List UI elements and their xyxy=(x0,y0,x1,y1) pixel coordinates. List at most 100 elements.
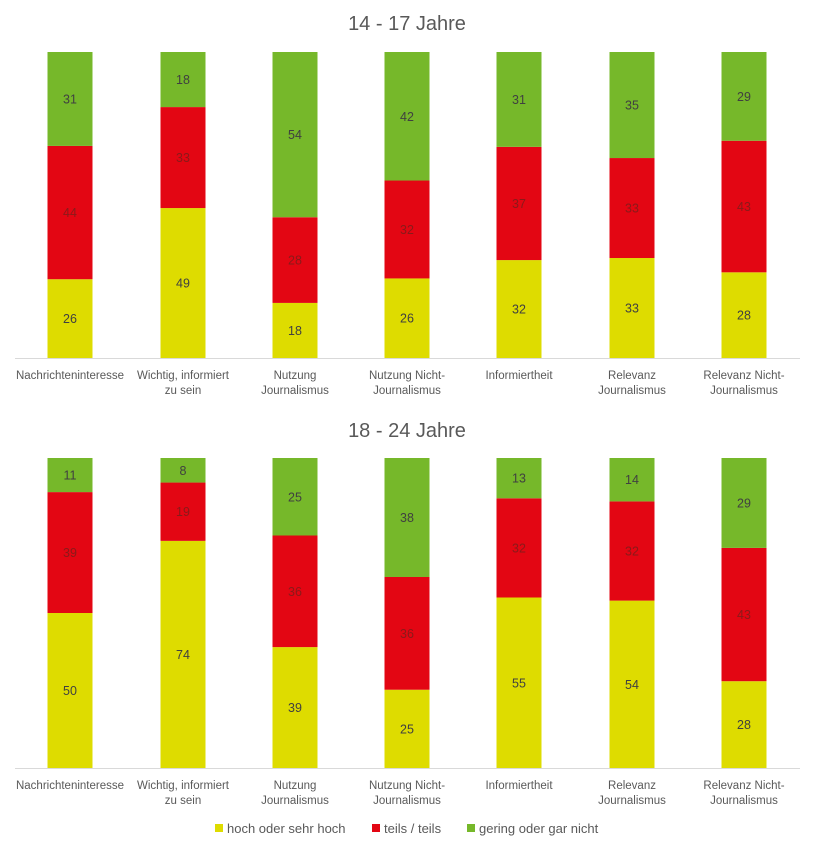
bar-segment-partly xyxy=(384,180,430,279)
bar-segment-partly xyxy=(496,498,542,598)
data-label: 11 xyxy=(64,469,77,483)
x-tick-label: Journalismus xyxy=(710,795,778,807)
x-tick-label: Journalismus xyxy=(598,795,666,807)
x-tick-label: Nutzung Nicht- xyxy=(369,780,445,792)
bar-segment-high xyxy=(47,613,93,768)
data-label: 28 xyxy=(737,309,751,323)
bar-segment-high xyxy=(384,278,430,358)
bar-segment-low xyxy=(160,458,206,483)
data-label: 32 xyxy=(512,303,526,317)
legend-swatch xyxy=(372,824,380,832)
legend-label: gering oder gar nicht xyxy=(479,821,599,836)
data-label: 28 xyxy=(288,254,302,268)
data-label: 13 xyxy=(512,472,526,486)
bar-segment-high xyxy=(496,597,542,768)
bar-segment-low xyxy=(47,458,93,493)
bar-segment-partly xyxy=(47,145,93,280)
data-label: 26 xyxy=(400,312,414,326)
x-tick-label: Nutzung Nicht- xyxy=(369,370,445,382)
bar-segment-low xyxy=(496,52,542,147)
data-label: 14 xyxy=(625,473,639,487)
data-label: 33 xyxy=(176,151,190,165)
data-label: 39 xyxy=(63,546,77,560)
data-label: 38 xyxy=(400,511,414,525)
x-tick-label: Relevanz Nicht- xyxy=(703,780,784,792)
bar-segment-high xyxy=(496,260,542,358)
data-label: 25 xyxy=(400,722,414,736)
bar-segment-low xyxy=(721,52,767,141)
x-tick-label: Journalismus xyxy=(710,385,778,397)
bar-segment-low xyxy=(384,52,430,181)
bar-segment-high xyxy=(160,540,206,768)
data-label: 39 xyxy=(288,701,302,715)
legend-swatch xyxy=(467,824,475,832)
data-label: 31 xyxy=(512,93,526,107)
x-tick-label: Nachrichteninteresse xyxy=(16,370,124,382)
data-label: 49 xyxy=(176,277,190,291)
bar-segment-high xyxy=(721,681,767,768)
bar-segment-low xyxy=(384,458,430,577)
x-tick-label: Journalismus xyxy=(373,385,441,397)
data-label: 43 xyxy=(737,200,751,214)
data-label: 33 xyxy=(625,202,639,216)
x-tick-label: Journalismus xyxy=(598,385,666,397)
bar-segment-partly xyxy=(496,146,542,261)
bar-segment-low xyxy=(496,458,542,499)
bar-segment-high xyxy=(160,208,206,358)
bar-segment-high xyxy=(272,647,318,768)
bar-segment-low xyxy=(160,52,206,108)
data-label: 55 xyxy=(512,676,526,690)
data-label: 26 xyxy=(63,312,77,326)
data-label: 25 xyxy=(288,490,302,504)
data-label: 74 xyxy=(176,648,190,662)
bar-segment-partly xyxy=(609,501,655,601)
x-tick-label: Relevanz Nicht- xyxy=(703,370,784,382)
data-label: 42 xyxy=(400,110,414,124)
x-tick-label: Nachrichteninteresse xyxy=(16,780,124,792)
x-tick-label: Journalismus xyxy=(261,385,329,397)
chart-title: 14 - 17 Jahre xyxy=(348,13,466,35)
legend-swatch xyxy=(215,824,223,832)
data-label: 18 xyxy=(176,73,190,87)
bar-segment-partly xyxy=(47,492,93,613)
data-label: 43 xyxy=(737,608,751,622)
data-label: 36 xyxy=(400,627,414,641)
data-label: 32 xyxy=(625,545,639,559)
bar-segment-partly xyxy=(272,535,318,648)
bar-segment-partly xyxy=(721,547,767,682)
x-tick-label: Journalismus xyxy=(261,795,329,807)
bar-segment-low xyxy=(609,458,655,502)
chart-panel-18-24: 18 - 24 Jahre 50 39 11 Nachrichteninteresse… xyxy=(15,420,800,807)
legend-label: hoch oder sehr hoch xyxy=(227,821,346,836)
chart-panel-14-17: 14 - 17 Jahre 26 44 31 Nachrichteninteresse… xyxy=(15,13,800,397)
data-label: 33 xyxy=(625,302,639,316)
data-label: 29 xyxy=(737,496,751,510)
data-label: 36 xyxy=(288,585,302,599)
bar-segment-high xyxy=(721,272,767,358)
bar-segment-partly xyxy=(160,107,206,209)
data-label: 8 xyxy=(180,464,187,478)
bar-segment-partly xyxy=(160,482,206,541)
chart-title: 18 - 24 Jahre xyxy=(348,420,466,442)
x-tick-label: Nutzung xyxy=(274,370,317,382)
bar-segment-partly xyxy=(384,576,430,690)
data-label: 18 xyxy=(288,324,302,338)
bar-segment-high xyxy=(272,302,318,358)
x-tick-label: Wichtig, informiert xyxy=(137,370,230,382)
data-label: 50 xyxy=(63,684,77,698)
bar-segment-low xyxy=(47,52,93,146)
bar-segment-partly xyxy=(609,158,655,259)
x-tick-label: zu sein xyxy=(165,385,201,397)
data-label: 44 xyxy=(63,206,77,220)
x-tick-label: Informiertheit xyxy=(485,370,553,382)
x-tick-label: Informiertheit xyxy=(485,780,553,792)
x-tick-label: Relevanz xyxy=(608,370,656,382)
bar-segment-low xyxy=(609,52,655,159)
bar-segment-high xyxy=(609,258,655,358)
x-tick-label: Journalismus xyxy=(373,795,441,807)
data-label: 37 xyxy=(512,197,526,211)
data-label: 54 xyxy=(288,128,302,142)
bar-segment-partly xyxy=(721,140,767,273)
data-label: 35 xyxy=(625,99,639,113)
